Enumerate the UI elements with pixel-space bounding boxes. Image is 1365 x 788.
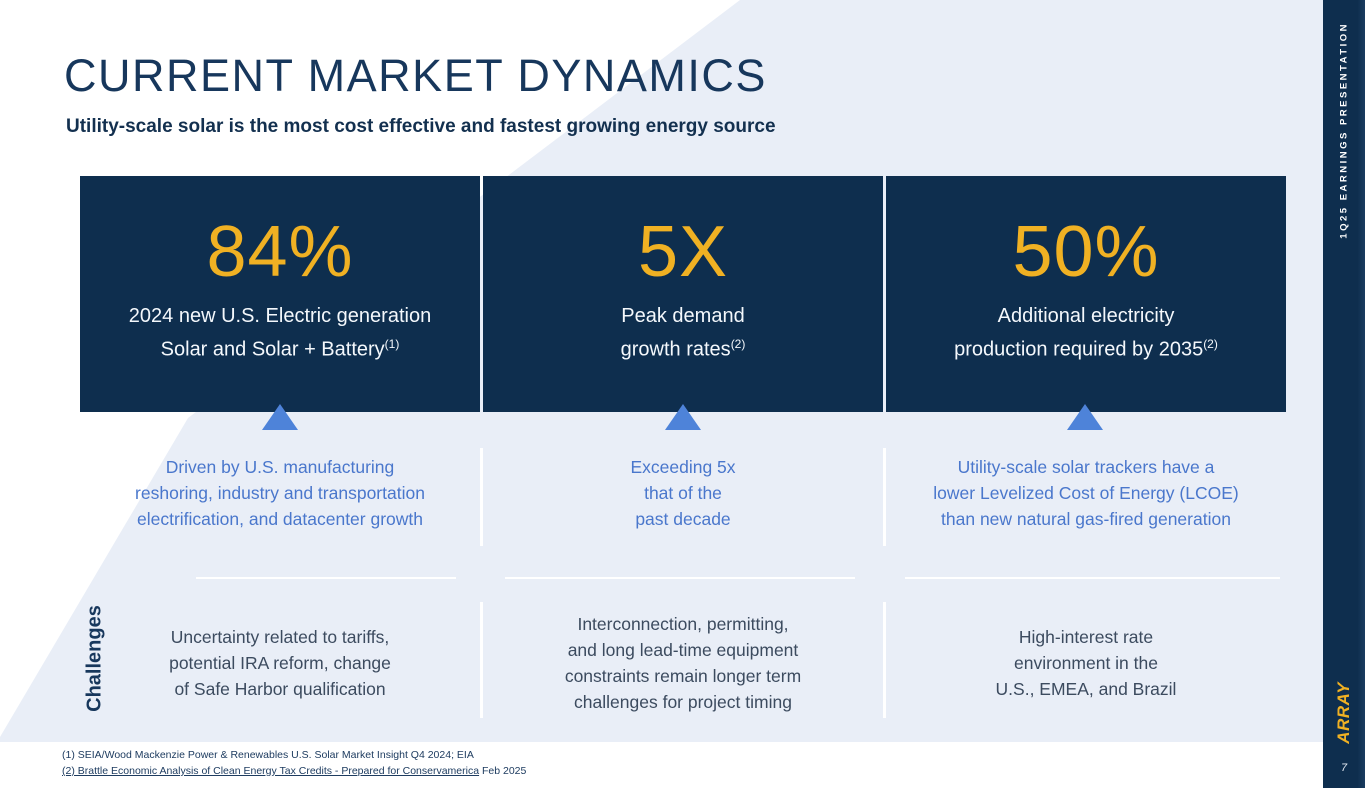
pointer-triangle-icon <box>1067 404 1103 430</box>
footnote-ref: (1) <box>384 337 400 351</box>
driver-line: than new natural gas-fired generation <box>941 509 1231 529</box>
challenge-line: Interconnection, permitting, <box>577 614 789 634</box>
stat-card-peak-demand: 5X Peak demand growth rates(2) <box>483 176 883 412</box>
driver-line: Utility-scale solar trackers have a <box>957 457 1215 477</box>
challenge-line: High-interest rate <box>1018 627 1154 647</box>
driver-line: past decade <box>635 509 731 529</box>
driver-text-manufacturing: Driven by U.S. manufacturing reshoring, … <box>80 454 480 532</box>
caption-line: Peak demand <box>621 305 745 327</box>
challenge-line: of Safe Harbor qualification <box>174 679 386 699</box>
caption-line: Additional electricity <box>997 305 1175 327</box>
driver-line: lower Levelized Cost of Energy (LCOE) <box>933 483 1239 503</box>
horizontal-divider <box>905 577 1280 579</box>
stat-caption: Additional electricity production requir… <box>886 302 1286 364</box>
driver-line: that of the <box>644 483 722 503</box>
challenge-line: constraints remain longer term <box>564 666 802 686</box>
presentation-label: 1Q25 EARNINGS PRESENTATION <box>1338 22 1350 239</box>
caption-line: 2024 new U.S. Electric generation <box>128 305 432 327</box>
driver-line: reshoring, industry and transportation <box>135 483 425 503</box>
driver-text-growth-rate: Exceeding 5x that of the past decade <box>483 454 883 532</box>
footnote-2-link[interactable]: (2) Brattle Economic Analysis of Clean E… <box>62 765 480 777</box>
stat-value: 5X <box>637 212 729 292</box>
challenge-line: U.S., EMEA, and Brazil <box>995 679 1177 699</box>
challenge-text-tariffs: Uncertainty related to tariffs, potentia… <box>80 624 480 702</box>
caption-line: Solar and Solar + Battery <box>160 338 385 361</box>
footnote-1: (1) SEIA/Wood Mackenzie Power & Renewabl… <box>62 749 474 761</box>
challenge-line: Uncertainty related to tariffs, <box>170 627 390 647</box>
horizontal-divider <box>196 577 456 579</box>
stat-caption: 2024 new U.S. Electric generation Solar … <box>80 302 480 364</box>
array-logo: ARRAY <box>1334 682 1353 744</box>
footnote-ref: (2) <box>730 337 746 351</box>
footnote-2: (2) Brattle Economic Analysis of Clean E… <box>62 763 526 779</box>
horizontal-divider <box>505 577 855 579</box>
page-number: 7 <box>1340 762 1348 774</box>
driver-line: Driven by U.S. manufacturing <box>165 457 395 477</box>
pointer-triangle-icon <box>665 404 701 430</box>
challenge-text-interest-rates: High-interest rate environment in the U.… <box>886 624 1286 702</box>
pointer-triangle-icon <box>262 404 298 430</box>
stat-value: 50% <box>1012 212 1160 292</box>
footnote-2-suffix: Feb 2025 <box>479 765 527 777</box>
driver-line: Exceeding 5x <box>630 457 736 477</box>
stat-card-solar-generation: 84% 2024 new U.S. Electric generation So… <box>80 176 480 412</box>
stat-caption: Peak demand growth rates(2) <box>483 302 883 364</box>
vertical-divider <box>883 448 886 546</box>
driver-text-lcoe: Utility-scale solar trackers have a lowe… <box>886 454 1286 532</box>
caption-line: production required by 2035 <box>954 338 1204 361</box>
stat-card-electricity-production: 50% Additional electricity production re… <box>886 176 1286 412</box>
footnote-ref: (2) <box>1203 337 1218 351</box>
page-title: CURRENT MARKET DYNAMICS <box>64 50 767 101</box>
caption-line: growth rates <box>620 338 731 361</box>
challenge-line: and long lead-time equipment <box>567 640 799 660</box>
stat-value: 84% <box>206 212 354 292</box>
challenge-line: environment in the <box>1014 653 1158 673</box>
vertical-divider <box>480 448 483 546</box>
slide-subtitle: Utility-scale solar is the most cost eff… <box>66 116 776 137</box>
challenge-line: challenges for project timing <box>574 692 792 712</box>
challenge-line: potential IRA reform, change <box>169 653 391 673</box>
vertical-divider <box>480 602 483 718</box>
sidebar: 1Q25 EARNINGS PRESENTATION ARRAY 7 <box>1323 0 1365 788</box>
driver-line: electrification, and datacenter growth <box>137 509 423 529</box>
footnotes: (1) SEIA/Wood Mackenzie Power & Renewabl… <box>62 747 526 779</box>
vertical-divider <box>883 602 886 718</box>
challenge-text-interconnection: Interconnection, permitting, and long le… <box>483 611 883 715</box>
